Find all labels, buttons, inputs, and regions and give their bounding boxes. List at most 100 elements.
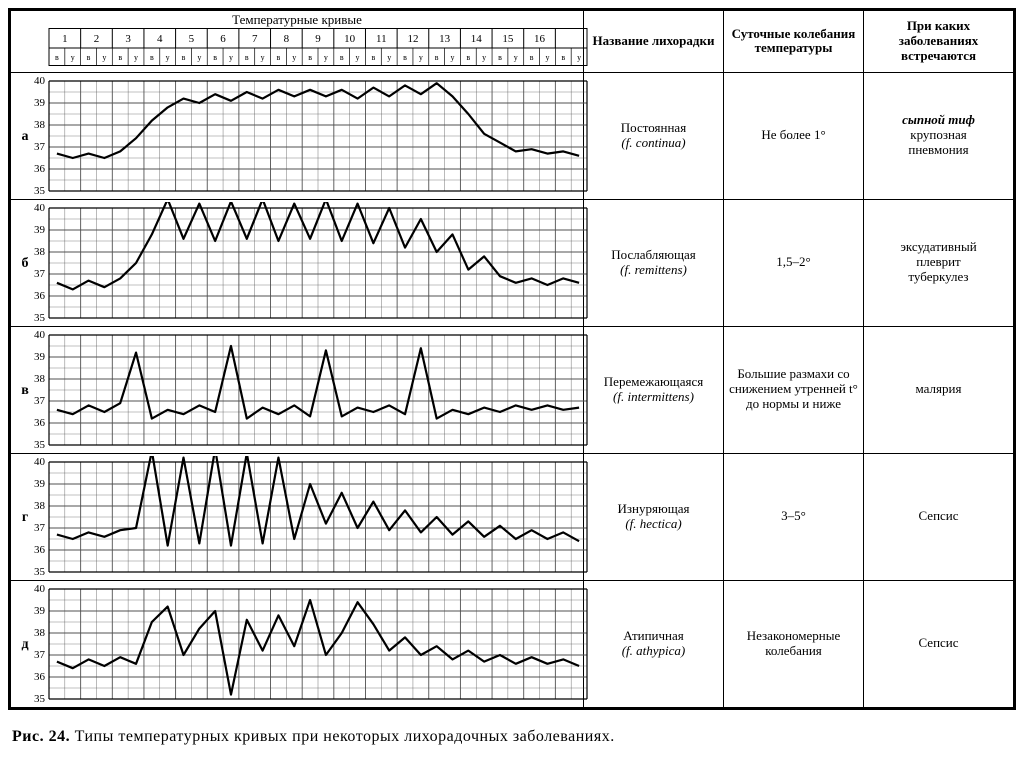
svg-text:13: 13 (439, 33, 451, 45)
svg-text:в: в (340, 53, 344, 62)
svg-text:37: 37 (34, 268, 46, 280)
svg-text:16: 16 (534, 33, 546, 45)
svg-text:40: 40 (34, 202, 46, 214)
caption-label: Рис. 24. (12, 728, 70, 745)
fever-disease-cell: эксудативныйплевриттуберкулез (864, 199, 1014, 326)
disease-line: Сепсис (868, 509, 1009, 524)
svg-text:36: 36 (34, 163, 46, 175)
svg-text:36: 36 (34, 671, 46, 683)
svg-text:38: 38 (34, 627, 46, 639)
svg-text:37: 37 (34, 649, 46, 661)
fever-disease-cell: Сепсис (864, 580, 1014, 707)
svg-text:38: 38 (34, 119, 46, 131)
disease-line: эксудативный (868, 240, 1009, 255)
table-row: 353637383940вПеремежающаяся(f. intermitt… (11, 326, 1014, 453)
svg-text:37: 37 (34, 522, 46, 534)
table-row: 353637383940гИзнуряющая(f. hectica)3–5°С… (11, 453, 1014, 580)
svg-text:11: 11 (376, 33, 387, 45)
svg-text:35: 35 (34, 566, 46, 578)
chart-cell: 353637383940д (11, 580, 584, 707)
figure-caption: Рис. 24. Типы температурных кривых при н… (0, 718, 1024, 752)
svg-text:в: в (308, 53, 312, 62)
svg-text:в: в (118, 53, 122, 62)
header-range: Суточные колебания температуры (724, 11, 864, 73)
svg-text:у: у (577, 53, 581, 62)
header-curves-title: Температурные кривые (15, 13, 579, 28)
svg-text:35: 35 (34, 693, 46, 705)
svg-text:9: 9 (315, 33, 321, 45)
svg-text:40: 40 (34, 75, 46, 87)
svg-text:у: у (71, 53, 75, 62)
svg-text:у: у (197, 53, 201, 62)
svg-text:в: в (277, 53, 281, 62)
svg-text:5: 5 (189, 33, 195, 45)
svg-text:1: 1 (62, 33, 68, 45)
svg-text:4: 4 (157, 33, 163, 45)
header-curves: Температурные кривые 1234567891011121314… (11, 11, 584, 73)
svg-text:39: 39 (34, 478, 46, 490)
svg-text:39: 39 (34, 224, 46, 236)
svg-text:15: 15 (502, 33, 513, 45)
svg-text:38: 38 (34, 500, 46, 512)
svg-text:6: 6 (220, 33, 226, 45)
fever-name-ru: Атипичная (588, 629, 719, 644)
svg-text:35: 35 (34, 185, 46, 197)
fever-range-cell: Не более 1° (724, 72, 864, 199)
svg-text:37: 37 (34, 141, 46, 153)
disease-line: Сепсис (868, 636, 1009, 651)
disease-line: пневмония (868, 143, 1009, 158)
fever-range-cell: 3–5° (724, 453, 864, 580)
svg-text:у: у (166, 53, 170, 62)
svg-text:в: в (530, 53, 534, 62)
temperature-chart: 353637383940д (15, 583, 589, 705)
svg-text:2: 2 (94, 33, 100, 45)
svg-text:12: 12 (407, 33, 418, 45)
fever-name-cell: Перемежающаяся(f. intermittens) (584, 326, 724, 453)
caption-text: Типы температурных кривых при некоторых … (75, 728, 615, 745)
svg-text:у: у (229, 53, 233, 62)
chart-cell: 353637383940б (11, 199, 584, 326)
svg-text:3: 3 (125, 33, 131, 45)
svg-text:у: у (419, 53, 423, 62)
disease-line: плеврит (868, 255, 1009, 270)
fever-range-cell: Незакономерные колебания (724, 580, 864, 707)
fever-name-cell: Изнуряющая(f. hectica) (584, 453, 724, 580)
svg-text:в: в (150, 53, 154, 62)
temperature-chart: 353637383940а (15, 75, 589, 197)
table-row: 353637383940аПостоянная(f. continua)Не б… (11, 72, 1014, 199)
header-name: Название лихорадки (584, 11, 724, 73)
svg-text:36: 36 (34, 544, 46, 556)
svg-text:у: у (387, 53, 391, 62)
temperature-chart: 353637383940г (15, 456, 589, 578)
fever-name-ru: Постоянная (588, 121, 719, 136)
header-day-axis: 12345678910111213141516вувувувувувувувув… (15, 28, 589, 66)
svg-text:14: 14 (471, 33, 483, 45)
fever-name-latin: (f. hectica) (588, 517, 719, 532)
fever-disease-cell: сыпной тифкрупознаяпневмония (864, 72, 1014, 199)
svg-text:в: в (435, 53, 439, 62)
chart-cell: 353637383940а (11, 72, 584, 199)
svg-text:38: 38 (34, 373, 46, 385)
svg-text:40: 40 (34, 583, 46, 595)
svg-text:г: г (22, 510, 28, 525)
svg-text:39: 39 (34, 351, 46, 363)
fever-name-latin: (f. remittens) (588, 263, 719, 278)
svg-text:у: у (102, 53, 106, 62)
disease-line: туберкулез (868, 270, 1009, 285)
chart-cell: 353637383940г (11, 453, 584, 580)
svg-text:в: в (21, 383, 29, 398)
svg-text:36: 36 (34, 290, 46, 302)
svg-text:10: 10 (344, 33, 356, 45)
svg-text:в: в (213, 53, 217, 62)
temperature-chart: 353637383940в (15, 329, 589, 451)
svg-text:35: 35 (34, 439, 46, 451)
fever-name-cell: Атипичная(f. athypica) (584, 580, 724, 707)
svg-text:у: у (324, 53, 328, 62)
fever-name-cell: Послабляющая(f. remittens) (584, 199, 724, 326)
figure-panel: Температурные кривые 1234567891011121314… (8, 8, 1016, 710)
svg-text:у: у (292, 53, 296, 62)
svg-text:39: 39 (34, 97, 46, 109)
svg-text:у: у (451, 53, 455, 62)
svg-text:40: 40 (34, 329, 46, 341)
svg-text:у: у (134, 53, 138, 62)
